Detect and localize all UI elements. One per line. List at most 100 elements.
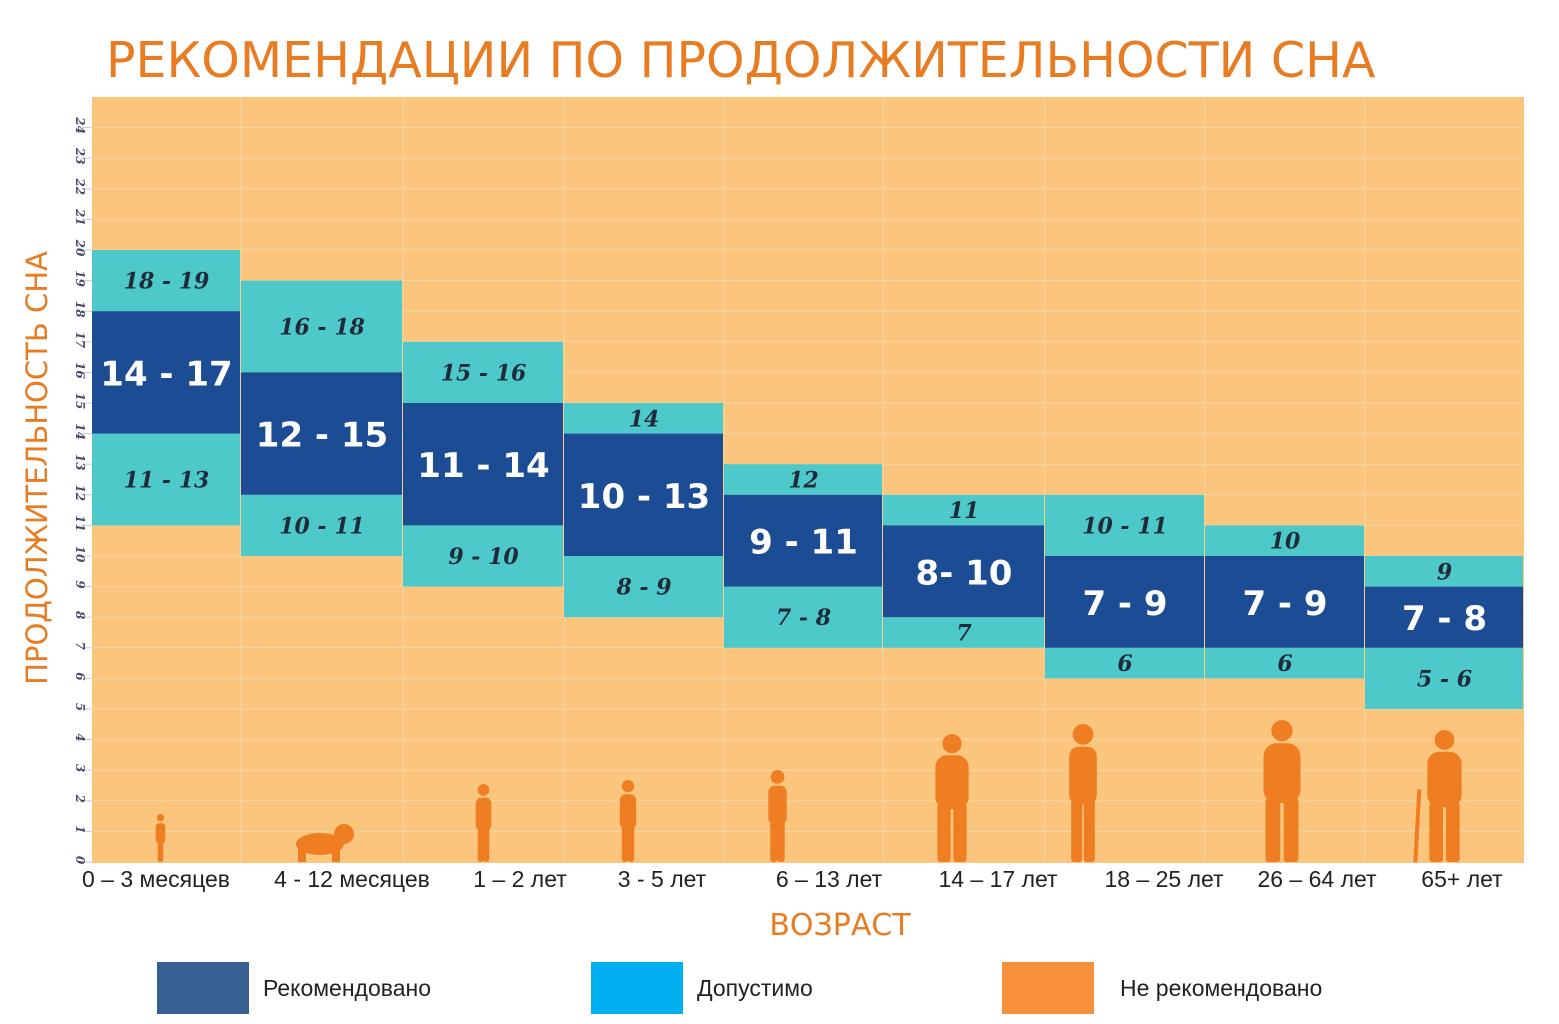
legend-swatch-acceptable bbox=[591, 962, 683, 1014]
recommended-label: 10 - 13 bbox=[578, 477, 710, 517]
recommended-bar bbox=[564, 433, 723, 556]
legend-not-recommended: Не рекомендовано bbox=[1002, 958, 1322, 1018]
acceptable-high-bar bbox=[1205, 525, 1364, 556]
y-tick-label: 21 bbox=[73, 208, 87, 226]
recommended-bar bbox=[883, 525, 1044, 618]
recommended-bar bbox=[1045, 556, 1204, 648]
silhouette-leg bbox=[1445, 802, 1460, 862]
silhouette-leg bbox=[298, 848, 306, 862]
acceptable-high-label: 16 - 18 bbox=[279, 315, 365, 341]
acceptable-high-label: 10 bbox=[1270, 529, 1301, 555]
silhouette-leg bbox=[937, 804, 951, 862]
y-tick-label: 18 bbox=[73, 301, 87, 318]
y-tick-label: 6 bbox=[73, 672, 87, 681]
recommended-label: 12 - 15 bbox=[256, 416, 388, 456]
silhouette-leg bbox=[777, 820, 785, 862]
silhouette-leg bbox=[953, 804, 967, 862]
recommended-bar bbox=[1205, 556, 1364, 648]
y-axis-strip bbox=[56, 97, 92, 862]
acceptable-low-bar bbox=[1045, 647, 1204, 679]
silhouette-cane bbox=[1413, 789, 1422, 863]
acceptable-low-bar bbox=[724, 586, 882, 648]
chart-title: РЕКОМЕНДАЦИИ ПО ПРОДОЛЖИТЕЛЬНОСТИ СНА bbox=[106, 32, 1376, 89]
x-axis-label: ВОЗРАСТ bbox=[769, 908, 911, 943]
acceptable-high-bar bbox=[403, 341, 563, 403]
acceptable-low-label: 7 bbox=[956, 621, 972, 647]
legend-label-recommended: Рекомендовано bbox=[263, 974, 431, 1001]
silhouette-body bbox=[768, 785, 787, 825]
acceptable-low-bar bbox=[403, 525, 563, 587]
silhouette-body bbox=[935, 755, 969, 809]
y-tick-label: 11 bbox=[73, 515, 87, 532]
silhouette-leg bbox=[1265, 798, 1281, 862]
y-tick-label: 23 bbox=[73, 147, 87, 165]
y-tick-label: 2 bbox=[73, 794, 87, 803]
acceptable-low-bar bbox=[241, 494, 402, 556]
acceptable-high-label: 10 - 11 bbox=[1082, 513, 1168, 539]
acceptable-low-label: 5 - 6 bbox=[1417, 666, 1472, 692]
silhouette-head bbox=[942, 734, 962, 754]
acceptable-low-label: 11 - 13 bbox=[124, 468, 210, 494]
silhouette-leg bbox=[1071, 799, 1083, 862]
silhouette-body bbox=[1263, 743, 1301, 803]
sleep-bars: 18 - 19 11 - 13 14 - 17 16 - 18 10 - 11 12 - … bbox=[92, 250, 1523, 709]
elder-with-cane-icon bbox=[1413, 730, 1462, 863]
acceptable-high-label: 14 bbox=[629, 406, 660, 432]
silhouette-head bbox=[1072, 724, 1094, 745]
teen-icon bbox=[935, 734, 969, 862]
child-playing-icon bbox=[768, 770, 787, 862]
acceptable-high-label: 11 bbox=[949, 498, 980, 524]
acceptable-high-label: 12 bbox=[788, 468, 819, 494]
category-label: 0 – 3 месяцев bbox=[82, 866, 230, 892]
legend-label-acceptable: Допустимо bbox=[697, 974, 813, 1001]
recommended-label: 8- 10 bbox=[916, 553, 1013, 593]
acceptable-low-bar bbox=[564, 556, 723, 618]
category-label: 18 – 25 лет bbox=[1104, 866, 1224, 892]
y-tick-label: 19 bbox=[73, 270, 87, 287]
acceptable-low-label: 8 - 9 bbox=[615, 575, 671, 601]
silhouette-leg bbox=[477, 826, 484, 862]
y-tick-label: 7 bbox=[73, 642, 87, 651]
acceptable-high-bar bbox=[564, 403, 723, 434]
baby-crawling-icon bbox=[296, 824, 354, 862]
acceptable-high-bar bbox=[724, 464, 882, 495]
acceptable-low-bar bbox=[1365, 647, 1523, 709]
y-tick-label: 9 bbox=[73, 580, 87, 589]
silhouette-leg bbox=[1083, 799, 1095, 862]
recommended-bar bbox=[724, 494, 882, 587]
silhouette-head bbox=[477, 784, 490, 796]
acceptable-high-label: 18 - 19 bbox=[124, 269, 210, 295]
silhouette-head bbox=[156, 814, 165, 822]
y-tick-label: 24 bbox=[73, 116, 87, 134]
y-tick-label: 8 bbox=[73, 611, 87, 620]
silhouette-body bbox=[475, 797, 492, 831]
category-label: 26 – 64 лет bbox=[1257, 866, 1377, 892]
acceptable-low-label: 10 - 11 bbox=[279, 513, 365, 539]
silhouette-body bbox=[1069, 746, 1097, 805]
silhouette-leg bbox=[332, 848, 340, 862]
silhouette-head bbox=[621, 780, 635, 793]
legend-label-not-recommended: Не рекомендовано bbox=[1120, 974, 1323, 1001]
y-tick-label: 3 bbox=[73, 764, 87, 772]
silhouette-head bbox=[770, 770, 785, 784]
recommended-label: 7 - 8 bbox=[1402, 599, 1487, 639]
y-tick-label: 14 bbox=[73, 423, 87, 440]
acceptable-high-bar bbox=[1365, 556, 1523, 587]
legend-swatch-not-recommended bbox=[1002, 962, 1094, 1014]
silhouette-leg bbox=[483, 826, 490, 862]
y-tick-label: 4 bbox=[73, 733, 87, 741]
recommended-bar bbox=[403, 403, 563, 526]
silhouette-head bbox=[1271, 720, 1293, 742]
recommended-label: 14 - 17 bbox=[100, 354, 232, 394]
acceptable-low-label: 6 bbox=[1277, 651, 1292, 677]
baby-standing-icon bbox=[155, 814, 166, 862]
acceptable-low-bar bbox=[92, 433, 240, 526]
child-icon bbox=[619, 780, 637, 862]
y-tick-label: 1 bbox=[73, 825, 87, 833]
y-tick-label: 15 bbox=[73, 393, 87, 410]
silhouette-leg bbox=[627, 825, 635, 862]
acceptable-low-bar bbox=[1205, 647, 1364, 679]
y-tick-label: 0 bbox=[73, 856, 87, 865]
legend-acceptable: Допустимо bbox=[591, 958, 813, 1018]
